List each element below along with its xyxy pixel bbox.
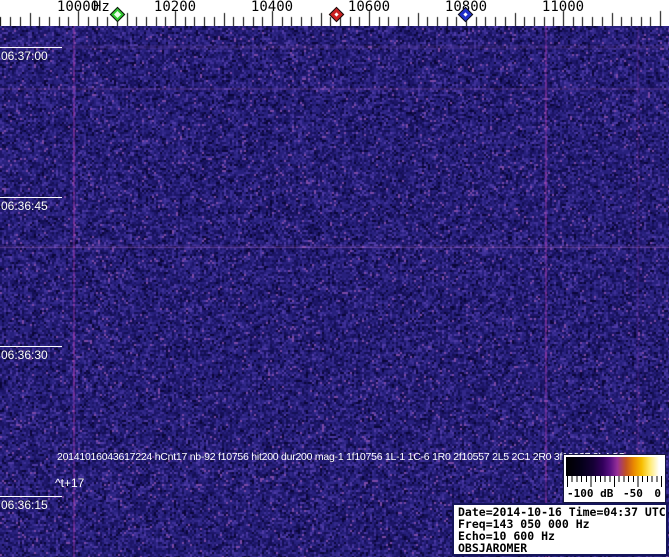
frequency-unit-label: Hz xyxy=(93,0,110,15)
colorbar-labels: -100 dB -50 0 xyxy=(566,487,663,501)
waterfall-display[interactable] xyxy=(0,26,669,557)
time-tick-text: 06:37:00 xyxy=(1,49,48,63)
colorbar-label-max: 0 xyxy=(654,487,661,500)
time-tick-label: 06:36:30 xyxy=(0,346,62,362)
frequency-tick-label: 11000 xyxy=(541,0,585,15)
info-date-time: Date=2014-10-16 Time=04:37 UTC xyxy=(458,505,666,519)
time-tick-line xyxy=(0,47,62,48)
time-tick-text: 06:36:30 xyxy=(1,348,48,362)
colorbar-label-mid: -50 xyxy=(623,487,643,500)
frequency-tick-label: 10000 xyxy=(56,0,100,15)
station-info-box: Date=2014-10-16 Time=04:37 UTC Freq=143 … xyxy=(452,503,668,556)
time-tick-line xyxy=(0,346,62,347)
time-tick-label: 06:36:45 xyxy=(0,197,62,213)
time-tick-text: 06:36:45 xyxy=(1,199,48,213)
time-tick-text: 06:36:15 xyxy=(1,498,48,512)
amplitude-colorbar: -100 dB -50 0 xyxy=(563,454,666,503)
time-tick-label: 06:37:00 xyxy=(0,47,62,63)
time-tick-line xyxy=(0,496,62,497)
detection-log-text: 20141016043617224 hCnt17 nb-92 f10756 hi… xyxy=(57,451,626,463)
info-station-name: OBSJAROMER xyxy=(458,541,528,555)
frequency-tick-label: 10600 xyxy=(347,0,391,15)
colorbar-gradient xyxy=(566,457,663,476)
info-echo-frequency: Echo=10 600 Hz xyxy=(458,529,555,543)
colorbar-tick-scale xyxy=(566,476,663,487)
cursor-time-label: ^t+17 xyxy=(55,476,85,490)
info-receiver-frequency: Freq=143 050 000 Hz xyxy=(458,517,590,531)
time-tick-label: 06:36:15 xyxy=(0,496,62,512)
frequency-tick-label: 10400 xyxy=(250,0,294,15)
frequency-ruler[interactable]: 100001020010400106001080011000 Hz xyxy=(0,0,669,26)
colorbar-label-min: -100 dB xyxy=(567,487,614,500)
time-tick-line xyxy=(0,197,62,198)
frequency-tick-label: 10200 xyxy=(153,0,197,15)
